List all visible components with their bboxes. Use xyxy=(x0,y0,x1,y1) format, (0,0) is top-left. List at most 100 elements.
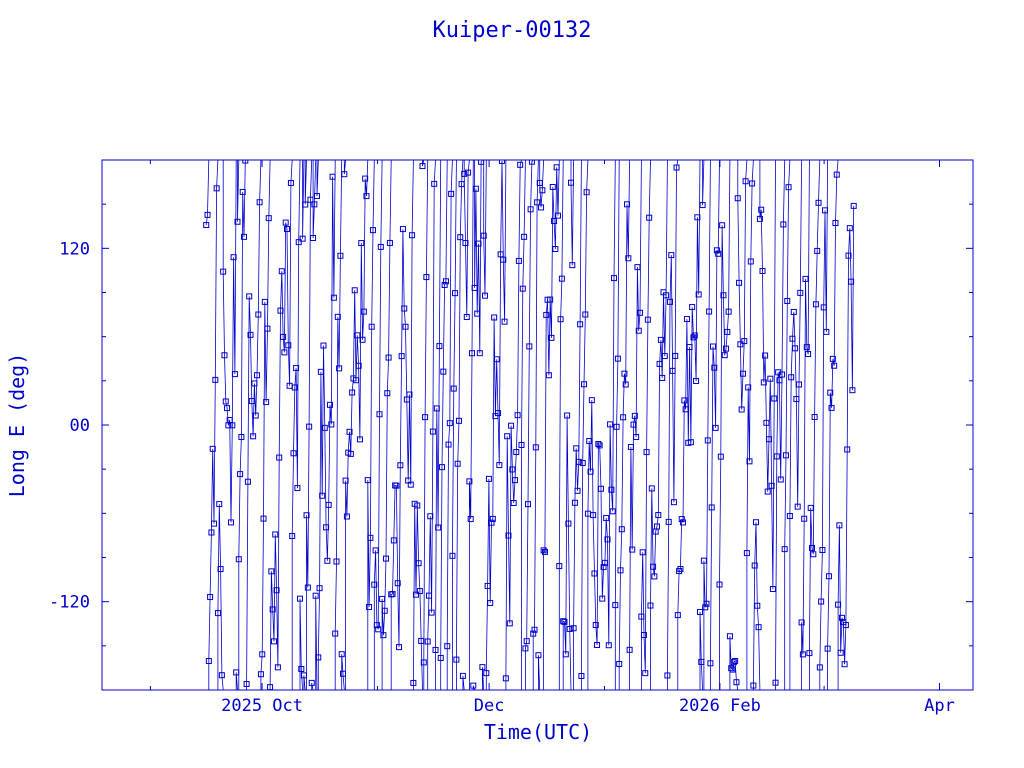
data-point xyxy=(536,179,543,186)
data-point xyxy=(394,580,401,587)
data-point xyxy=(372,547,379,554)
data-point xyxy=(781,546,788,553)
data-point xyxy=(519,285,526,292)
data-point xyxy=(205,657,212,664)
data-point xyxy=(355,362,362,369)
data-point xyxy=(634,264,641,271)
data-point xyxy=(376,411,383,418)
data-point xyxy=(312,592,319,599)
data-point xyxy=(461,170,468,177)
data-point xyxy=(302,201,309,208)
data-point xyxy=(845,252,852,259)
data-point xyxy=(780,221,787,228)
data-point xyxy=(627,443,634,450)
data-point xyxy=(351,287,358,294)
data-point xyxy=(441,281,448,288)
data-point xyxy=(644,316,651,323)
data-point xyxy=(396,644,403,651)
data-point xyxy=(790,308,797,315)
data-point xyxy=(310,235,317,242)
data-point xyxy=(829,355,836,362)
y-tick-label: 120 xyxy=(59,239,90,259)
data-point xyxy=(661,353,668,360)
data-point xyxy=(513,449,520,456)
data-point xyxy=(779,371,786,378)
data-point xyxy=(453,656,460,663)
data-point xyxy=(741,338,748,345)
x-tick-label: Dec xyxy=(474,696,505,716)
data-point xyxy=(651,573,658,580)
data-point xyxy=(811,414,818,421)
data-point xyxy=(360,308,367,315)
data-point xyxy=(625,255,632,262)
data-point xyxy=(663,292,670,299)
data-point xyxy=(561,618,568,625)
data-point xyxy=(238,434,245,441)
data-point xyxy=(510,500,517,507)
data-point xyxy=(789,335,796,342)
data-point xyxy=(282,219,289,226)
data-point xyxy=(442,278,449,285)
data-point xyxy=(574,487,581,494)
data-point xyxy=(746,458,753,465)
data-point xyxy=(436,343,443,350)
data-point xyxy=(467,516,474,523)
data-point xyxy=(462,240,469,247)
data-point xyxy=(587,468,594,475)
data-point xyxy=(439,464,446,471)
data-point xyxy=(622,381,629,388)
data-point xyxy=(569,262,576,269)
data-point xyxy=(832,220,839,227)
data-point xyxy=(819,547,826,554)
data-point xyxy=(250,433,257,440)
data-point xyxy=(311,201,318,208)
data-point xyxy=(729,666,736,673)
data-point xyxy=(710,343,717,350)
data-point xyxy=(624,201,631,208)
data-point xyxy=(290,450,297,457)
data-point xyxy=(721,352,728,359)
data-point xyxy=(535,652,542,659)
data-point xyxy=(432,646,439,653)
data-point xyxy=(509,466,516,473)
data-point xyxy=(601,559,608,566)
data-point xyxy=(613,423,620,430)
data-point xyxy=(425,592,432,599)
data-point xyxy=(739,370,746,377)
data-point xyxy=(264,325,271,332)
data-point xyxy=(777,476,784,483)
x-tick-label: Apr xyxy=(924,696,955,716)
data-point xyxy=(551,217,558,224)
data-point xyxy=(594,642,601,649)
data-point xyxy=(359,336,366,343)
data-point xyxy=(596,442,603,449)
data-point xyxy=(402,323,409,330)
data-point xyxy=(373,622,380,629)
data-point xyxy=(444,643,451,650)
data-point xyxy=(502,675,509,682)
data-point xyxy=(717,453,724,460)
data-point xyxy=(595,441,602,448)
data-point xyxy=(465,169,472,176)
data-point xyxy=(802,275,809,282)
data-point xyxy=(667,298,674,305)
data-point xyxy=(325,501,332,508)
data-point xyxy=(349,389,356,396)
data-point xyxy=(534,199,541,206)
data-point xyxy=(693,377,700,384)
data-point xyxy=(582,311,589,318)
data-point xyxy=(324,557,331,564)
data-point xyxy=(605,642,612,649)
data-point xyxy=(723,345,730,352)
data-point xyxy=(850,202,857,209)
data-point xyxy=(203,222,210,229)
data-point xyxy=(665,518,672,525)
data-point xyxy=(806,650,813,657)
data-point xyxy=(799,651,806,658)
data-point xyxy=(398,353,405,360)
data-point xyxy=(224,405,231,412)
data-point xyxy=(450,385,457,392)
data-point xyxy=(699,202,706,209)
data-point xyxy=(807,504,814,511)
data-point xyxy=(749,180,756,187)
